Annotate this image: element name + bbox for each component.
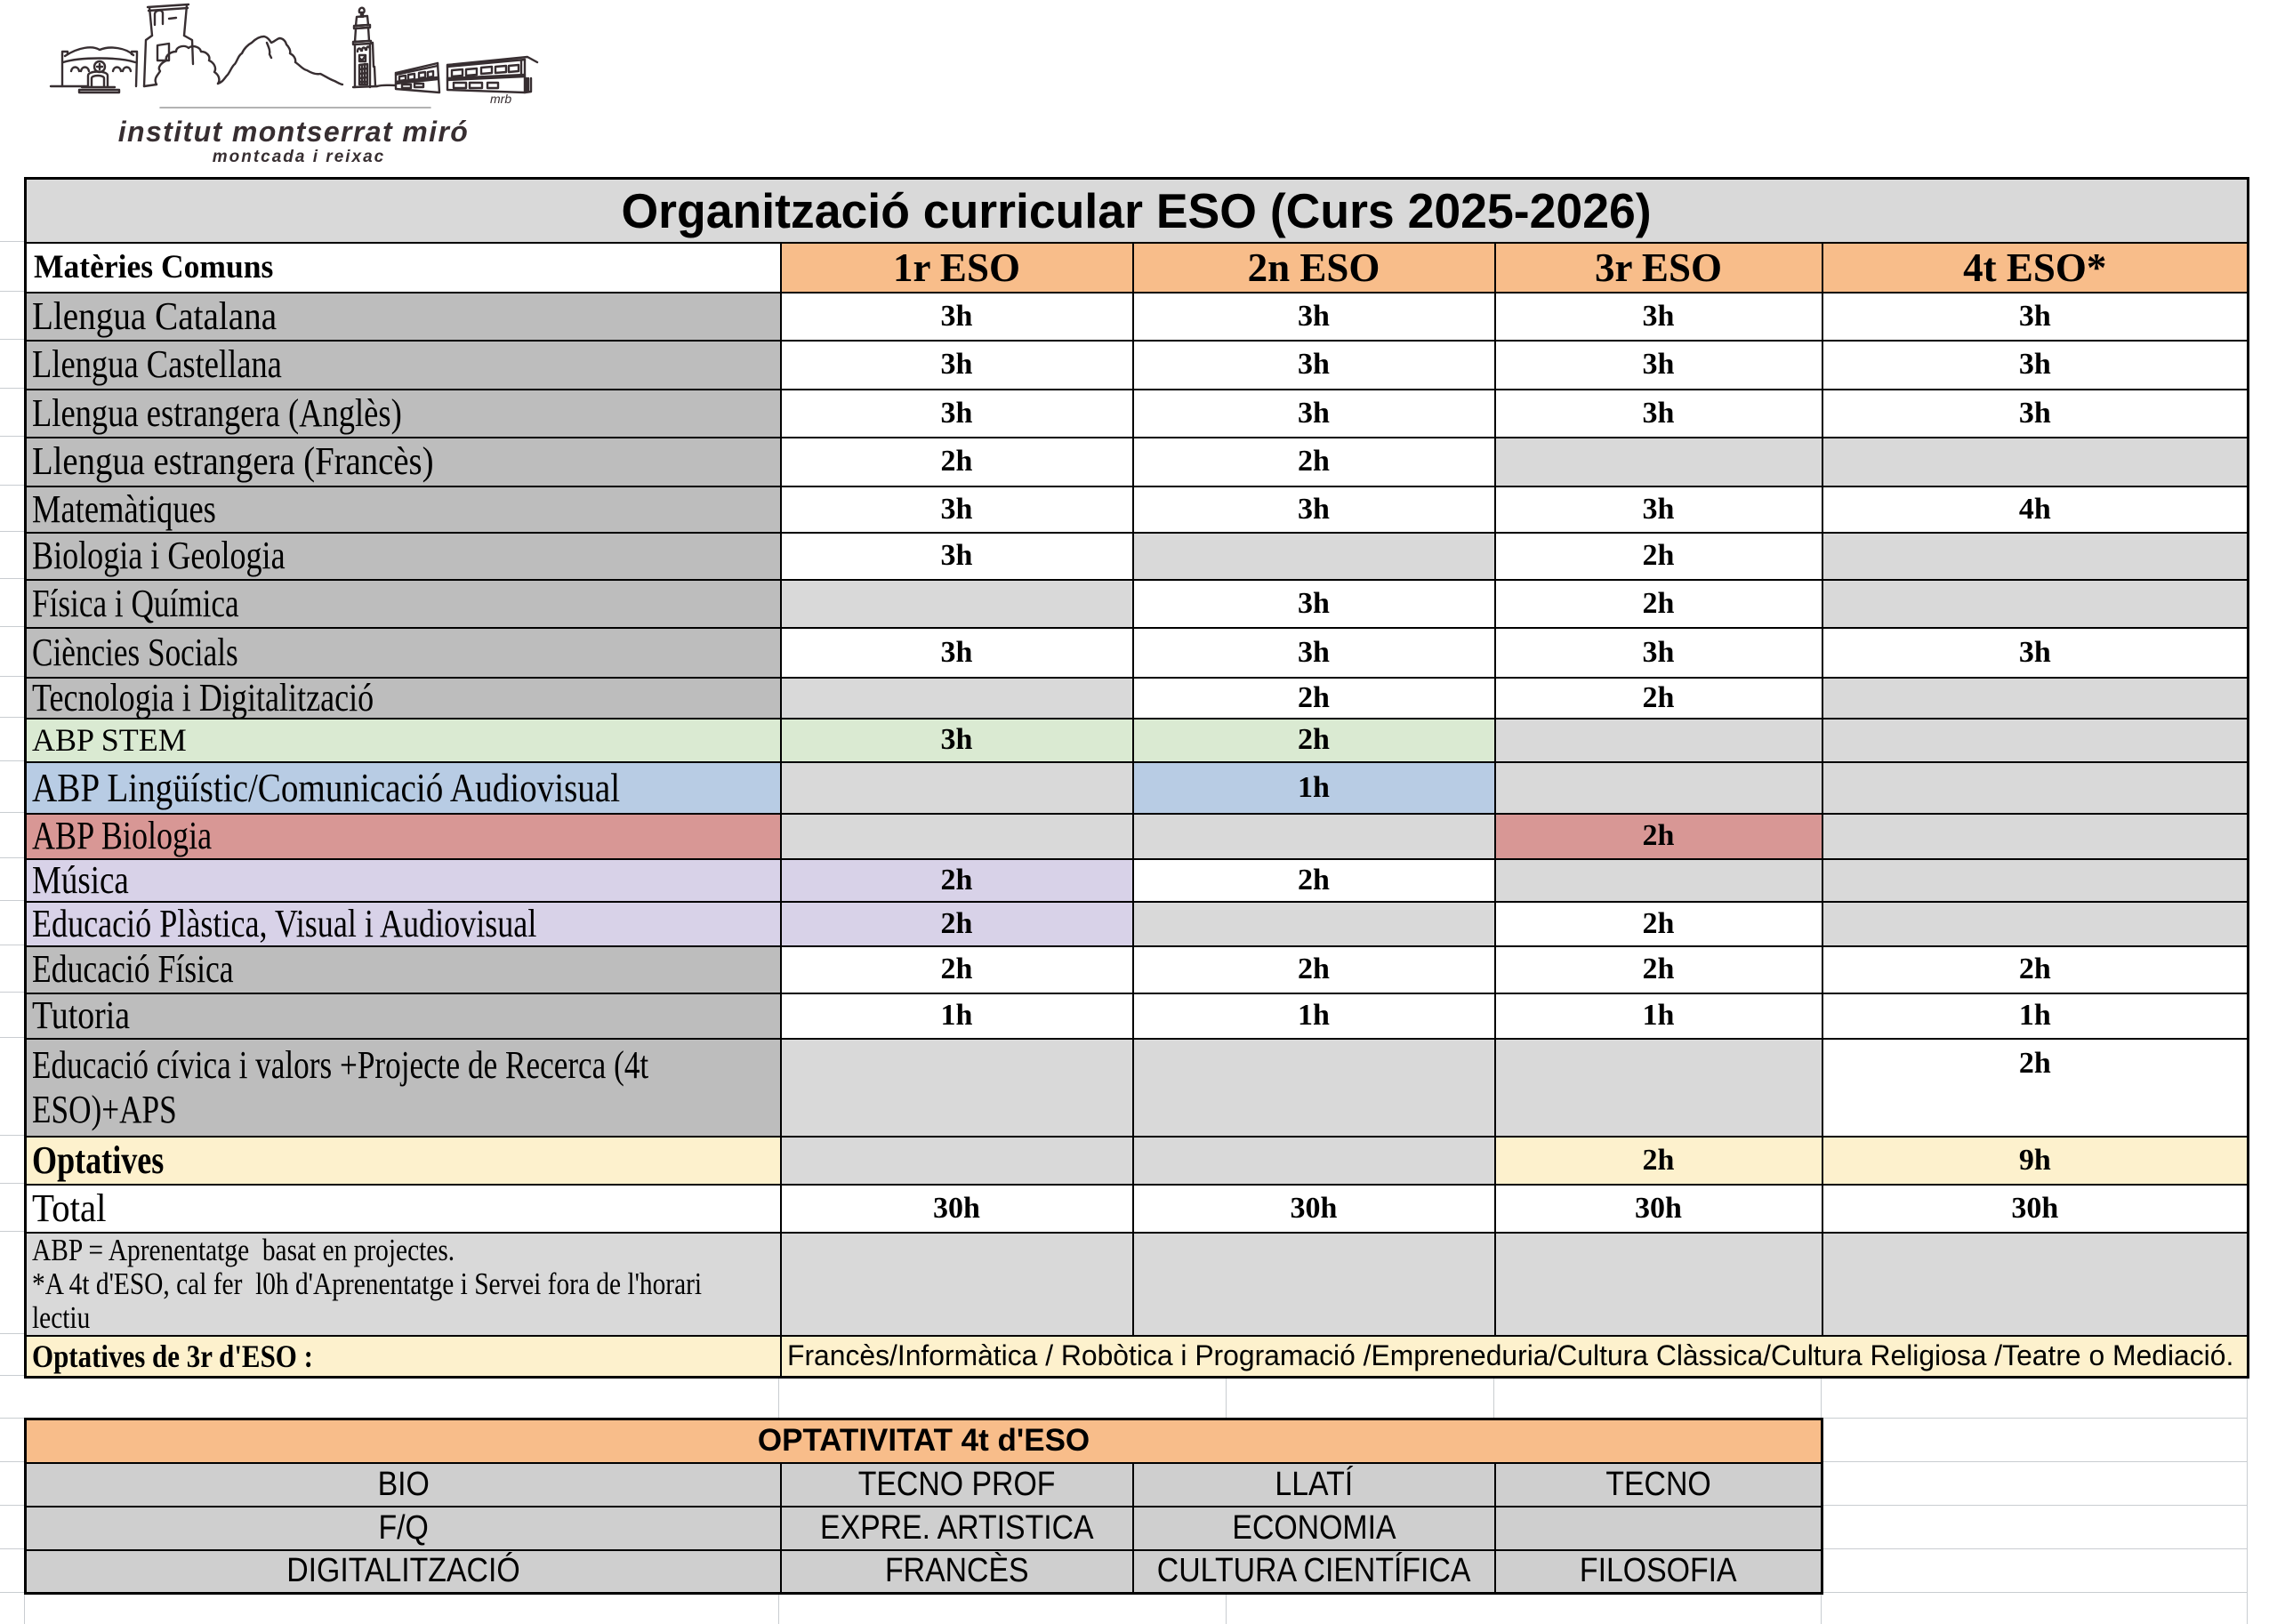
svg-text:mrb: mrb xyxy=(490,92,511,106)
svg-text:montcada i reixac: montcada i reixac xyxy=(213,148,386,166)
svg-text:institut montserrat miró: institut montserrat miró xyxy=(118,116,470,148)
